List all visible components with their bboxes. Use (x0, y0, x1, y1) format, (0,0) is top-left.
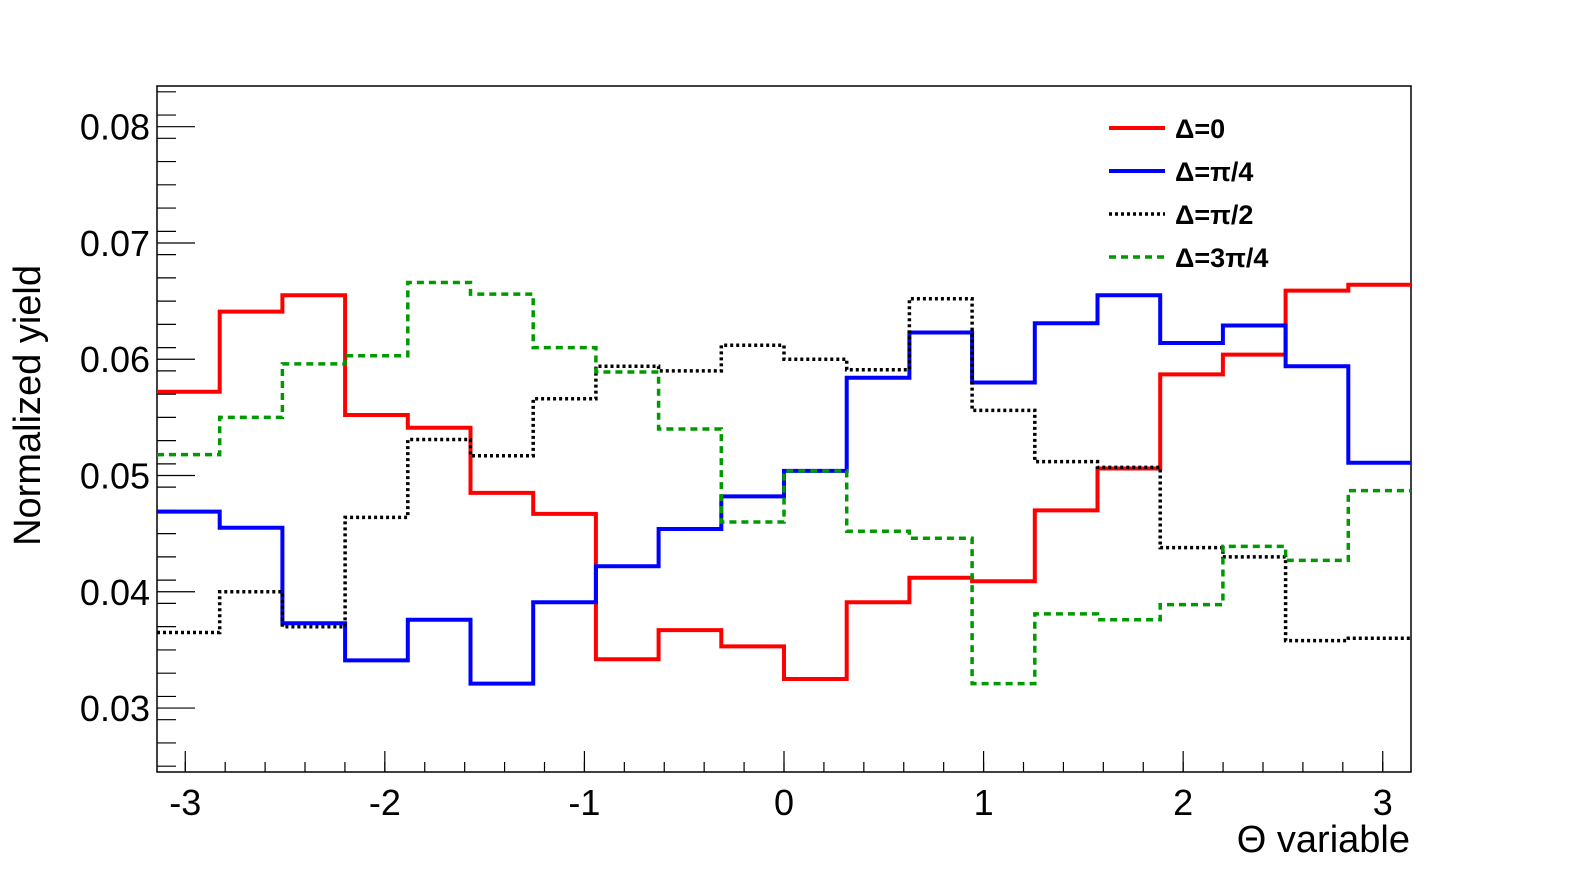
legend-label: Δ=3π/4 (1175, 243, 1268, 273)
y-tick-label: 0.08 (80, 107, 150, 148)
legend-label: Δ=0 (1175, 114, 1225, 144)
y-tick-label: 0.03 (80, 688, 150, 729)
legend-label: Δ=π/2 (1175, 200, 1253, 230)
series-line-1 (157, 293, 1411, 686)
series-line-0 (157, 282, 1411, 681)
series-layer (157, 280, 1411, 686)
series-line-3 (157, 280, 1411, 686)
x-tick-label: -2 (369, 782, 401, 823)
series-line-2 (157, 297, 1411, 643)
y-tick-label: 0.04 (80, 572, 150, 613)
x-tick-label: 3 (1373, 782, 1393, 823)
y-tick-label: 0.05 (80, 456, 150, 497)
y-tick-label: 0.06 (80, 339, 150, 380)
x-tick-label: -3 (169, 782, 201, 823)
y-tick-label: 0.07 (80, 223, 150, 264)
tick-labels: 0.03 0.04 0.05 0.06 0.07 0.08 -3 -2 -1 0 1 2 3 (80, 107, 1393, 823)
axis-ticks (157, 91, 1384, 772)
x-axis-title: Θ variable (1237, 819, 1410, 861)
x-tick-label: 2 (1173, 782, 1193, 823)
x-tick-label: -1 (568, 782, 600, 823)
legend: Δ=0 Δ=π/4 Δ=π/2 Δ=3π/4 (1109, 114, 1268, 273)
x-tick-label: 0 (774, 782, 794, 823)
y-axis-title: Normalized yield (7, 265, 49, 546)
legend-label: Δ=π/4 (1175, 157, 1253, 187)
x-tick-label: 1 (974, 782, 994, 823)
